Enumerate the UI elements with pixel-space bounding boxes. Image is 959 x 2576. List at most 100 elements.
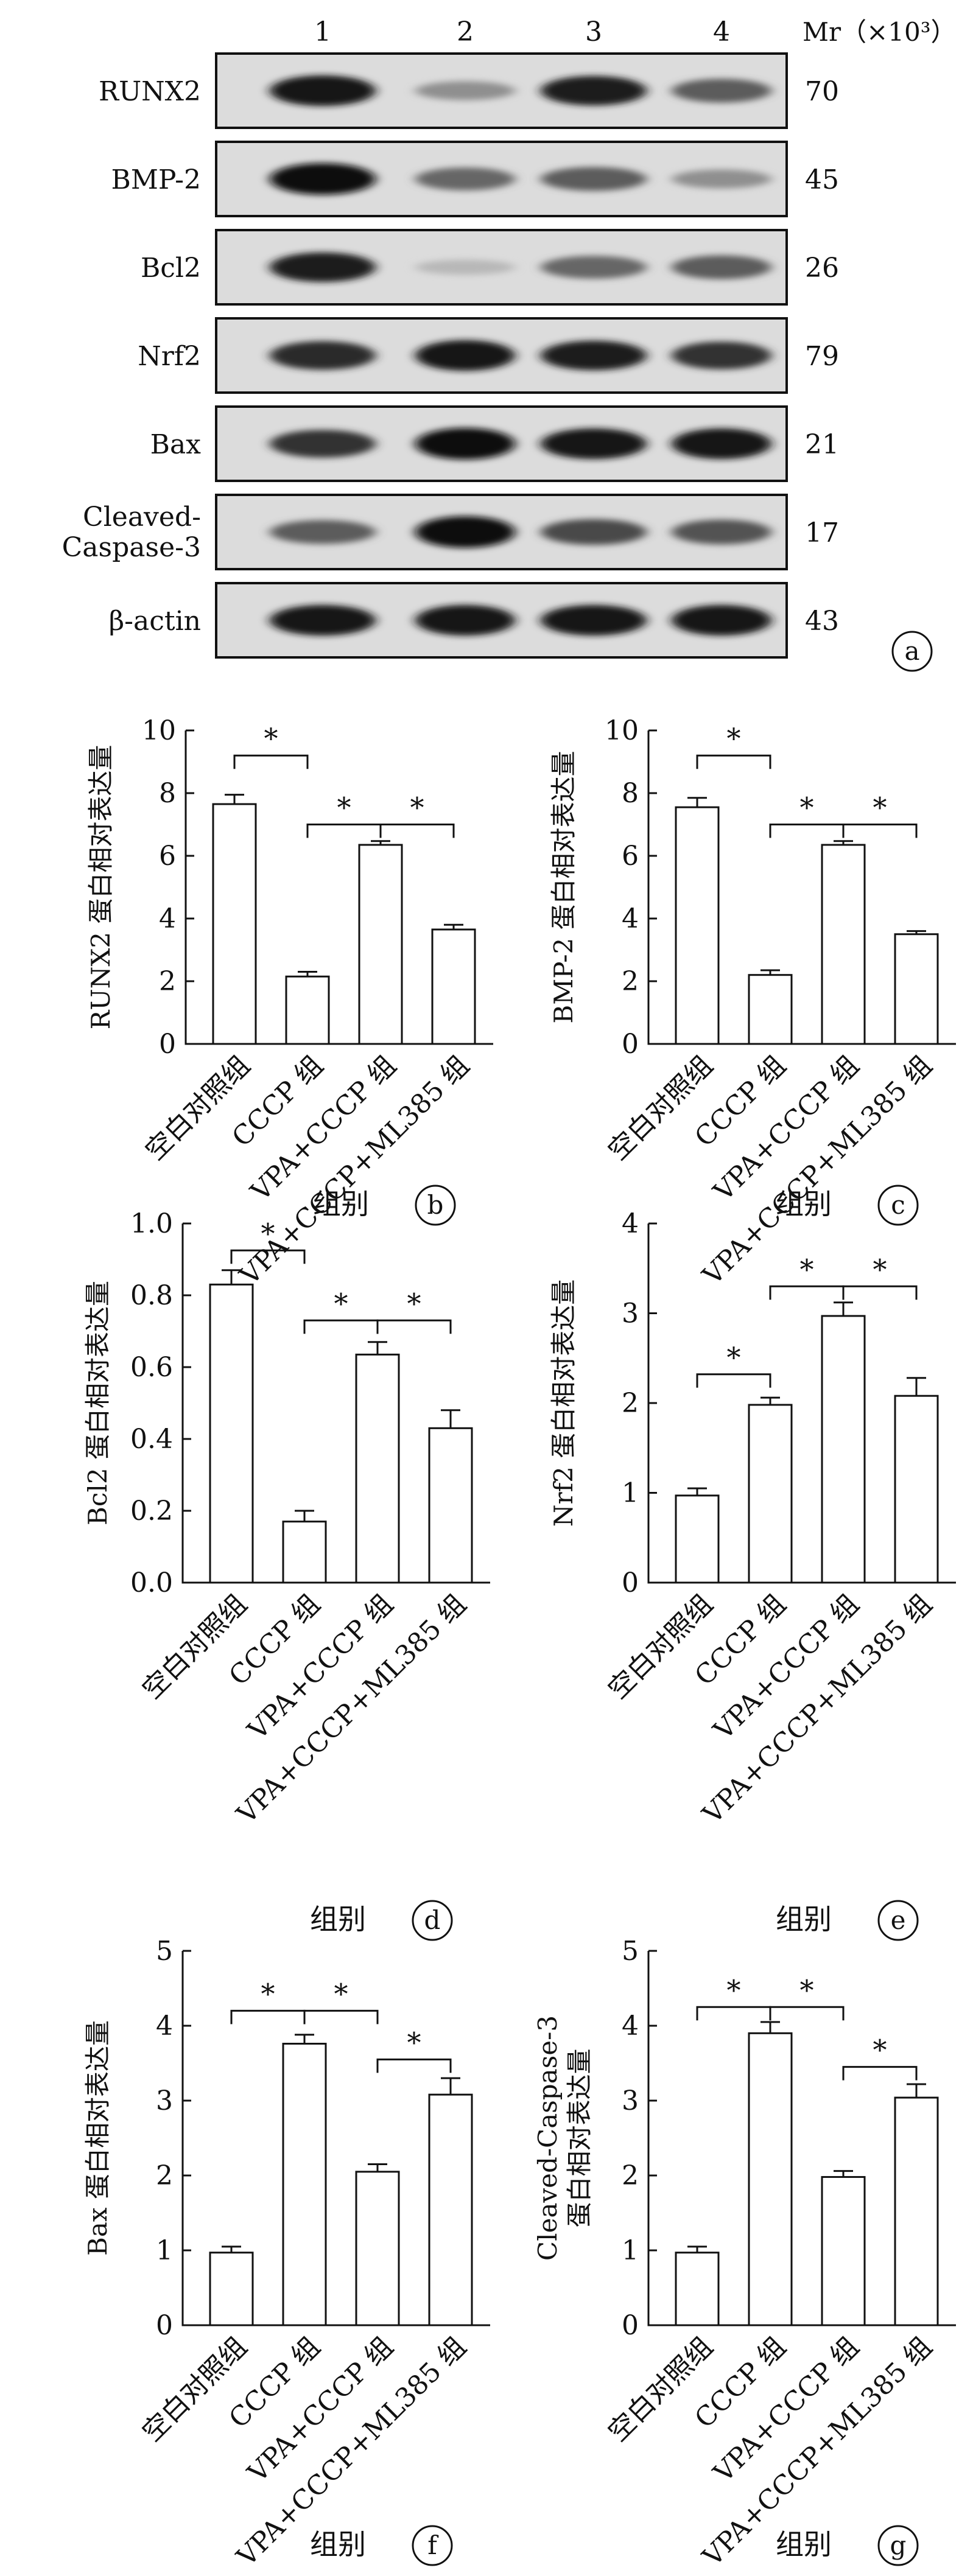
x-axis-label: 组别 [776,1188,832,1220]
significance-star: * [873,2034,887,2067]
blot-band-row5-lane3 [541,519,647,545]
y-tick-label: 1 [622,2235,639,2266]
blot-mr-value: 17 [805,517,839,548]
y-tick-label: 3 [156,2085,173,2116]
bar-2 [748,2032,793,2326]
blot-band-row4-lane3 [541,428,647,460]
panel-letter-e: e [891,1905,906,1935]
significance-bracket-2 [303,1319,379,1334]
significance-bracket-2 [303,2009,379,2025]
blot-band-row2-lane1 [270,252,376,282]
error-bar-4 [441,2077,460,2095]
blot-band-row1-lane1 [270,163,376,195]
significance-bracket-2 [769,824,845,838]
y-tick-label: 1 [156,2235,173,2266]
significance-star: * [410,791,424,824]
error-bar-3 [834,840,853,845]
y-axis-label: Cleaved-Caspase-3 [533,2015,563,2261]
error-bar-4 [444,923,463,930]
x-axis-label: 组别 [310,1903,366,1936]
error-bar-2 [295,2034,314,2044]
blot-band-row1-lane2 [415,167,515,191]
bar-3 [821,1315,866,1584]
y-tick-label: 4 [159,903,176,934]
y-tick-label: 3 [622,2085,639,2116]
x-axis-label: 组别 [313,1188,369,1220]
blot-band-row4-lane2 [415,428,515,460]
y-axis-label: BMP-2 蛋白相对表达量 [549,751,578,1023]
panel-a-letter: a [891,631,933,672]
bar-4 [894,1395,939,1584]
blot-row-0: RUNX2 70 [99,52,839,129]
y-tick-label: 4 [156,2011,173,2042]
bar-2 [282,1521,327,1584]
blot-band-row3-lane4 [672,341,771,369]
blot-band-row5-lane1 [270,520,376,544]
y-tick-label: 0.0 [130,1567,173,1598]
y-tick-label: 0 [156,2310,173,2341]
blot-band-row3-lane3 [541,340,647,371]
blot-band-row0-lane2 [415,81,515,100]
significance-star: * [407,2026,421,2059]
y-axis-label: RUNX2 蛋白相对表达量 [86,745,116,1030]
significance-bracket-3 [842,1285,918,1300]
y-axis-label: 蛋白相对表达量 [564,2048,594,2227]
bar-3 [355,2171,400,2326]
blot-band-row6-lane2 [415,604,515,636]
x-axis-label: 组别 [310,2528,366,2561]
lane-label-3: 3 [585,16,602,47]
bar-4 [428,1427,473,1584]
y-axis-label: Bax 蛋白相对表达量 [83,2020,113,2256]
error-bar-1 [222,2245,241,2253]
bar-3 [358,844,403,1045]
blot-band-row6-lane1 [270,604,376,636]
bar-4 [428,2093,473,2326]
blot-row-1: BMP-2 45 [111,141,839,217]
blot-band-row0-lane3 [541,75,647,106]
blot-band-row4-lane1 [270,430,376,458]
y-tick-label: 6 [159,841,176,872]
bar-1 [212,803,257,1045]
bar-3 [821,844,866,1045]
significance-bracket-2 [769,1285,845,1300]
panel-g-letter: g [877,2525,919,2566]
bar-2 [748,974,793,1045]
category-label: 空白对照组 [136,2331,253,2448]
blot-band-row3-lane1 [270,341,376,370]
significance-star: * [800,1253,814,1286]
y-tick-label: 1 [622,1478,639,1509]
error-bar-2 [761,1396,780,1405]
significance-bracket-1 [696,1373,771,1388]
y-tick-label: 2 [622,966,639,997]
blot-mr-value: 45 [805,164,839,195]
lane-label-1: 1 [314,16,331,47]
y-tick-label: 4 [622,2011,639,2042]
significance-bracket-3 [379,824,455,838]
bar-1 [675,806,720,1045]
blot-band-row2-lane4 [672,255,771,279]
y-tick-label: 3 [622,1298,639,1329]
significance-star: * [800,1973,814,2006]
significance-bracket-1 [233,754,309,769]
category-label: 空白对照组 [602,2331,719,2448]
significance-star: * [261,1217,275,1250]
panel-letter-c: c [891,1190,905,1220]
error-bar-3 [371,840,390,845]
bar-1 [675,1494,720,1584]
error-bar-1 [225,794,244,805]
blot-band-row2-lane3 [541,256,647,279]
blot-mr-value: 26 [805,253,839,284]
panel-letter-f: f [427,2530,439,2560]
significance-bracket-3 [842,824,918,838]
significance-star: * [407,1287,421,1320]
lane-label-2: 2 [457,16,474,47]
bar-1 [675,2252,720,2326]
significance-star: * [727,1341,741,1374]
y-tick-label: 2 [622,2160,639,2191]
bar-2 [748,1404,793,1584]
blot-protein-label: RUNX2 [99,76,201,107]
significance-bracket-1 [230,1249,306,1264]
